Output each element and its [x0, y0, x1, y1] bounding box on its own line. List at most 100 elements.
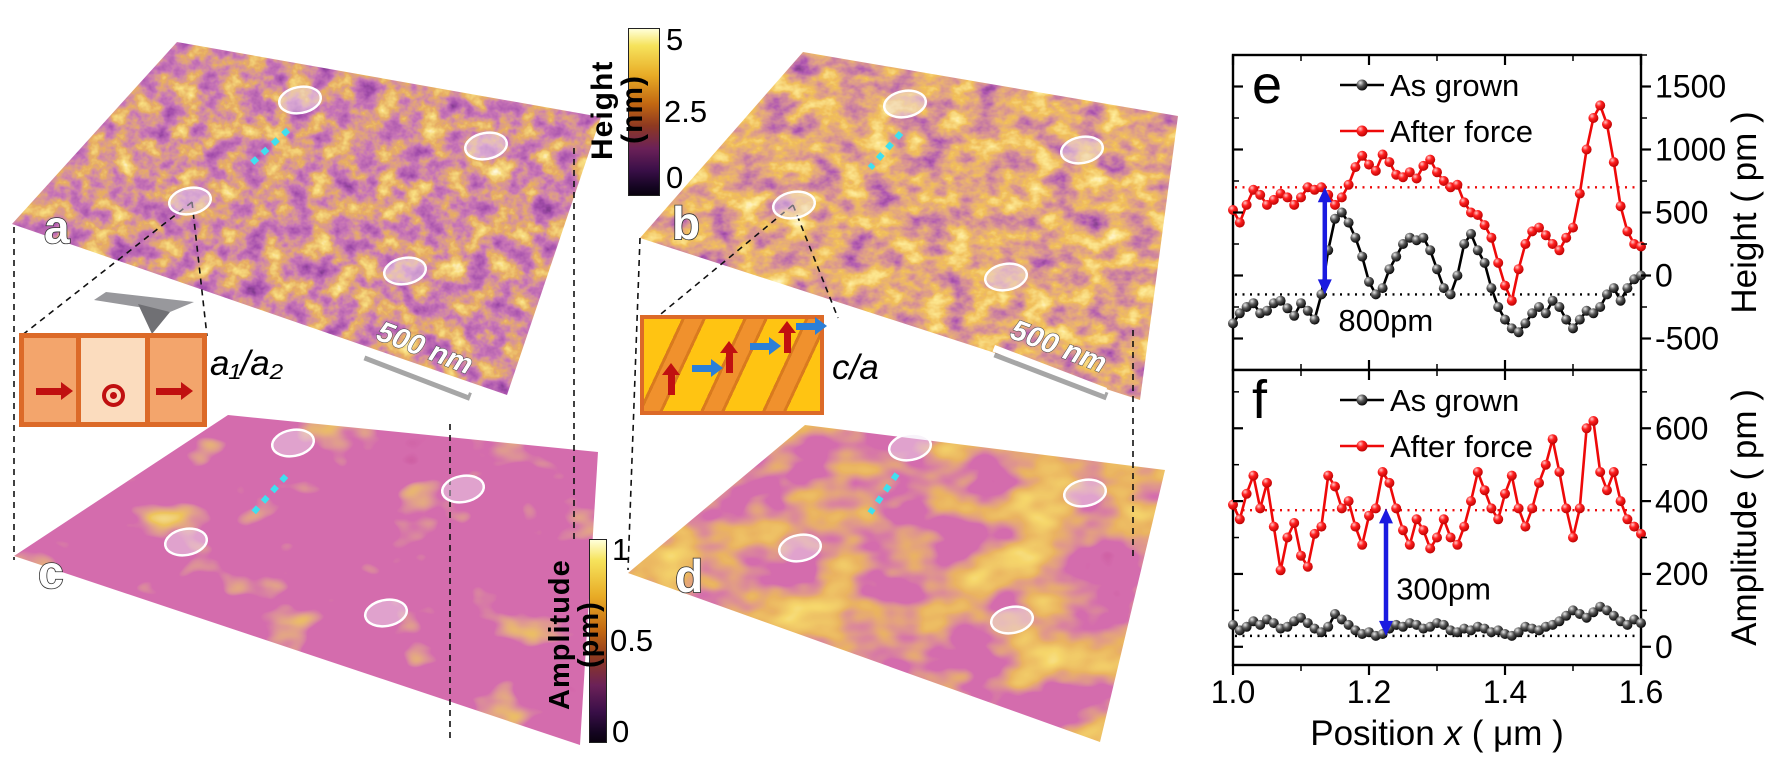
- data-marker: [1540, 230, 1551, 241]
- data-marker: [1391, 503, 1402, 514]
- data-marker: [1370, 503, 1381, 514]
- legend-label: After force: [1390, 114, 1533, 149]
- height-colorbar-tick-min: 0: [666, 160, 684, 195]
- data-marker: [1602, 605, 1612, 616]
- data-marker: [1602, 485, 1612, 496]
- in-plane-arrow-left-icon: [36, 382, 73, 400]
- data-marker: [1540, 459, 1551, 470]
- inset-b-label: c/a: [832, 348, 879, 387]
- data-marker: [1418, 525, 1429, 536]
- data-marker: [1336, 192, 1347, 203]
- data-marker: [1588, 113, 1599, 123]
- data-marker: [1486, 232, 1497, 243]
- data-marker: [1438, 283, 1449, 294]
- panel-letter-f: f: [1252, 370, 1268, 430]
- legend-label: As grown: [1390, 68, 1519, 103]
- data-marker: [1554, 302, 1565, 312]
- y-tick-label: 1500: [1655, 69, 1726, 105]
- data-marker: [1459, 521, 1470, 532]
- out-of-plane-icon: [102, 384, 125, 407]
- afm-surface-a: [12, 42, 601, 395]
- data-marker: [1561, 503, 1572, 514]
- c-domain-arrow-icon: [720, 341, 738, 373]
- in-plane-arrow-right-icon: [156, 382, 193, 400]
- data-marker: [1615, 496, 1626, 507]
- data-marker: [1289, 310, 1300, 321]
- y-tick-label: 0: [1655, 629, 1673, 665]
- amplitude-colorbar: [589, 539, 607, 743]
- y-tick-label: 600: [1655, 410, 1708, 446]
- data-marker: [1602, 119, 1612, 130]
- amplitude-colorbar-tick-mid: 0.5: [610, 623, 654, 658]
- data-marker: [1568, 532, 1578, 543]
- y-tick-label: 400: [1655, 483, 1708, 519]
- data-marker: [1241, 199, 1252, 210]
- data-marker: [1302, 561, 1313, 572]
- height-colorbar-title: Height (nm): [586, 60, 649, 160]
- data-marker: [1520, 521, 1531, 532]
- data-marker: [1459, 239, 1470, 249]
- legend-marker: [1356, 125, 1368, 137]
- data-marker: [1506, 470, 1517, 481]
- data-marker: [1330, 481, 1340, 492]
- data-marker: [1472, 467, 1483, 477]
- data-marker: [1506, 295, 1517, 306]
- plot-frame-e: [1231, 53, 1643, 372]
- a-domain-arrow-icon: [796, 317, 827, 335]
- data-marker: [1574, 503, 1585, 514]
- data-marker: [1432, 532, 1442, 543]
- data-marker: [1636, 528, 1646, 539]
- data-marker: [1364, 276, 1374, 287]
- data-marker: [1425, 245, 1436, 256]
- data-marker: [1568, 222, 1578, 233]
- afm-surface-b: [640, 52, 1178, 400]
- data-marker: [1608, 283, 1619, 294]
- data-marker: [1309, 314, 1320, 325]
- data-marker: [1282, 192, 1293, 203]
- data-marker: [1595, 100, 1606, 111]
- data-marker: [1255, 619, 1266, 630]
- y-tick-label: 1000: [1655, 132, 1726, 168]
- y-tick-label: 0: [1655, 258, 1673, 294]
- panel-letter-c: c: [38, 546, 64, 598]
- data-marker: [1595, 302, 1606, 312]
- arrowhead-down-icon: [1379, 620, 1393, 636]
- data-marker: [1234, 514, 1245, 525]
- x-tick-label: 1.4: [1483, 674, 1527, 710]
- data-marker: [1574, 188, 1585, 199]
- data-marker: [1255, 503, 1266, 514]
- data-marker: [1268, 194, 1279, 205]
- data-marker: [1377, 467, 1388, 477]
- data-marker: [1588, 308, 1599, 319]
- data-marker: [1411, 173, 1422, 184]
- data-marker: [1622, 226, 1633, 237]
- height-colorbar-tick-mid: 2.5: [664, 94, 708, 129]
- y-axis-title-e: Height ( pm ): [1725, 111, 1764, 313]
- data-marker: [1500, 488, 1510, 499]
- data-marker: [1228, 499, 1238, 510]
- data-marker: [1234, 217, 1245, 228]
- data-marker: [1411, 514, 1422, 525]
- data-marker: [1377, 283, 1388, 294]
- data-marker: [1432, 264, 1442, 275]
- data-marker: [1241, 621, 1252, 632]
- data-marker: [1234, 308, 1245, 319]
- data-marker: [1636, 241, 1646, 252]
- data-marker: [1316, 521, 1327, 532]
- a-domain-arrow-icon: [750, 337, 781, 355]
- arrowhead-down-icon: [1317, 279, 1332, 295]
- data-marker: [1268, 521, 1279, 532]
- data-marker: [1622, 283, 1633, 294]
- data-marker: [1527, 503, 1538, 514]
- data-marker: [1323, 621, 1334, 632]
- data-marker: [1404, 539, 1415, 550]
- data-marker: [1500, 314, 1510, 325]
- data-marker: [1486, 283, 1497, 294]
- data-marker: [1493, 302, 1504, 312]
- height-colorbar: [628, 28, 660, 196]
- x-tick-label: 1.0: [1211, 674, 1255, 710]
- data-marker: [1377, 149, 1388, 160]
- data-marker: [1282, 532, 1293, 543]
- data-marker: [1547, 434, 1558, 445]
